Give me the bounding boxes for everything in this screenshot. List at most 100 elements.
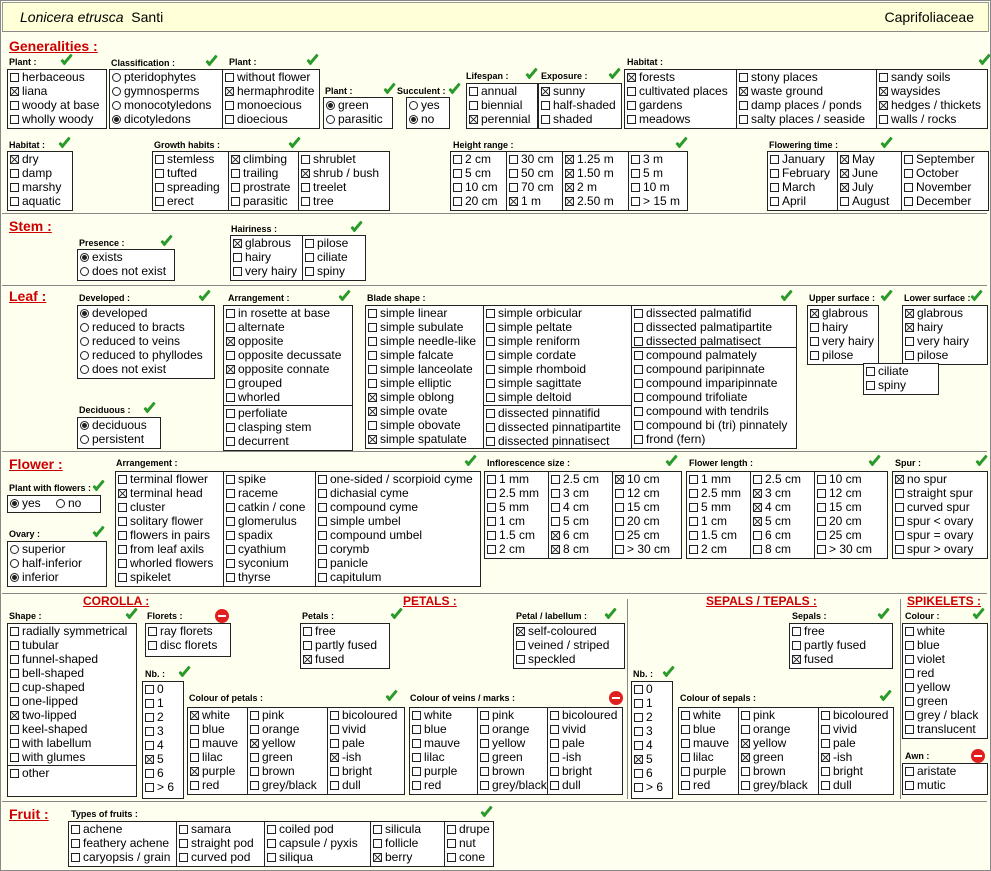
- checkbox[interactable]: [10, 769, 19, 778]
- checkbox[interactable]: [895, 475, 904, 484]
- checkbox-cp_a-4[interactable]: purple: [190, 764, 235, 778]
- checkbox-arr_fl_b-2[interactable]: catkin / cone: [226, 500, 305, 514]
- checkbox-florets-0[interactable]: ray florets: [148, 624, 213, 638]
- checkbox[interactable]: [689, 517, 698, 526]
- checkbox-labellum-1[interactable]: veined / striped: [516, 638, 609, 652]
- checkbox[interactable]: [905, 669, 914, 678]
- checkbox-nb1-1[interactable]: 1: [145, 696, 164, 710]
- checkbox[interactable]: [226, 351, 235, 360]
- checkbox-arr_fl_b-3[interactable]: glomerulus: [226, 514, 297, 528]
- checkbox-cv_a-4[interactable]: purple: [412, 764, 457, 778]
- checkbox[interactable]: [267, 825, 276, 834]
- checkbox-shape-8[interactable]: with labellum: [10, 736, 91, 750]
- radio-button[interactable]: [112, 87, 121, 96]
- checkbox[interactable]: [486, 437, 495, 446]
- checkbox[interactable]: [226, 573, 235, 582]
- checkbox[interactable]: [895, 531, 904, 540]
- checkbox-arr_fl_c-6[interactable]: panicle: [318, 556, 368, 570]
- checkbox[interactable]: [905, 697, 914, 706]
- checkbox-flowering_a-1[interactable]: February: [770, 166, 830, 180]
- checkbox[interactable]: [301, 197, 310, 206]
- checkbox-petals-0[interactable]: free: [303, 624, 336, 638]
- checkbox[interactable]: [681, 711, 690, 720]
- checkbox-height_b-0[interactable]: 30 cm: [509, 152, 554, 166]
- checkbox[interactable]: [373, 853, 382, 862]
- checkbox[interactable]: [541, 87, 550, 96]
- checkbox[interactable]: [634, 393, 643, 402]
- checkbox[interactable]: [550, 767, 559, 776]
- checkbox[interactable]: [225, 115, 234, 124]
- checkbox[interactable]: [10, 697, 19, 706]
- checkbox[interactable]: [627, 73, 636, 82]
- checkbox[interactable]: [753, 531, 762, 540]
- checkbox-blade_e-4[interactable]: compound with tendrils: [634, 404, 769, 418]
- checkbox[interactable]: [689, 475, 698, 484]
- checkbox[interactable]: [145, 713, 154, 722]
- checkbox[interactable]: [145, 685, 154, 694]
- checkbox[interactable]: [810, 323, 819, 332]
- checkbox[interactable]: [469, 87, 478, 96]
- checkbox-cs_b-5[interactable]: grey/black: [741, 778, 808, 792]
- checkbox-cs_a-0[interactable]: white: [681, 708, 721, 722]
- radio-presence-0[interactable]: exists: [80, 250, 123, 264]
- checkbox-nb1-2[interactable]: 2: [145, 710, 164, 724]
- checkbox-spk_colour-7[interactable]: translucent: [905, 722, 976, 736]
- checkbox-spk_colour-2[interactable]: violet: [905, 652, 945, 666]
- checkbox-cs_c-3[interactable]: -ish: [821, 750, 852, 764]
- checkbox[interactable]: [480, 711, 489, 720]
- checkbox[interactable]: [145, 755, 154, 764]
- checkbox[interactable]: [118, 475, 127, 484]
- checkbox[interactable]: [681, 781, 690, 790]
- checkbox-arr_fl_b-0[interactable]: spike: [226, 472, 266, 486]
- checkbox-cs_c-4[interactable]: bright: [821, 764, 863, 778]
- checkbox-labellum-0[interactable]: self-coloured: [516, 624, 597, 638]
- checkbox[interactable]: [741, 753, 750, 762]
- checkbox[interactable]: [753, 503, 762, 512]
- checkbox-blade_b-5[interactable]: simple sagittate: [486, 376, 581, 390]
- checkbox-blade_e-2[interactable]: compound imparipinnate: [634, 376, 777, 390]
- checkbox[interactable]: [541, 115, 550, 124]
- checkbox[interactable]: [226, 423, 235, 432]
- checkbox[interactable]: [840, 197, 849, 206]
- checkbox-nb2-6[interactable]: 6: [634, 766, 653, 780]
- checkbox-fruit_c-0[interactable]: coiled pod: [267, 822, 334, 836]
- checkbox-blade_a-1[interactable]: simple subulate: [368, 320, 463, 334]
- checkbox-nb2-0[interactable]: 0: [634, 682, 653, 696]
- checkbox-blade_d-1[interactable]: dissected palmatipartite: [634, 320, 772, 334]
- checkbox[interactable]: [368, 379, 377, 388]
- checkbox[interactable]: [412, 711, 421, 720]
- checkbox[interactable]: [71, 853, 80, 862]
- checkbox-infl_b-4[interactable]: 6 cm: [551, 528, 589, 542]
- checkbox[interactable]: [792, 655, 801, 664]
- checkbox[interactable]: [905, 767, 914, 776]
- checkbox-cp_c-4[interactable]: bright: [330, 764, 372, 778]
- checkbox-labellum-2[interactable]: speckled: [516, 652, 575, 666]
- checkbox-habitat1c-1[interactable]: waysides: [879, 84, 940, 98]
- checkbox[interactable]: [487, 545, 496, 554]
- radio-classification-3[interactable]: dicotyledons: [112, 112, 191, 126]
- checkbox[interactable]: [634, 755, 643, 764]
- checkbox-infl_b-5[interactable]: 8 cm: [551, 542, 589, 556]
- checkbox[interactable]: [480, 753, 489, 762]
- checkbox-nb1-0[interactable]: 0: [145, 682, 164, 696]
- checkbox-fl_a-4[interactable]: 1.5 cm: [689, 528, 737, 542]
- checkbox[interactable]: [565, 169, 574, 178]
- checkbox[interactable]: [817, 475, 826, 484]
- checkbox[interactable]: [486, 351, 495, 360]
- checkbox[interactable]: [250, 753, 259, 762]
- checkbox-fruit_d-2[interactable]: berry: [373, 850, 412, 864]
- radio-button[interactable]: [80, 253, 89, 262]
- checkbox-lower-1[interactable]: hairy: [905, 320, 943, 334]
- checkbox[interactable]: [840, 155, 849, 164]
- checkbox[interactable]: [753, 489, 762, 498]
- checkbox[interactable]: [487, 517, 496, 526]
- checkbox-fl_b-2[interactable]: 4 cm: [753, 500, 791, 514]
- checkbox[interactable]: [412, 725, 421, 734]
- checkbox-fruit_c-1[interactable]: capsule / pyxis: [267, 836, 358, 850]
- checkbox-cp_b-0[interactable]: pink: [250, 708, 284, 722]
- checkbox[interactable]: [145, 769, 154, 778]
- checkbox-height_d-3[interactable]: > 15 m: [631, 194, 680, 208]
- checkbox-blade_b-1[interactable]: simple peltate: [486, 320, 572, 334]
- checkbox[interactable]: [231, 197, 240, 206]
- checkbox[interactable]: [318, 559, 327, 568]
